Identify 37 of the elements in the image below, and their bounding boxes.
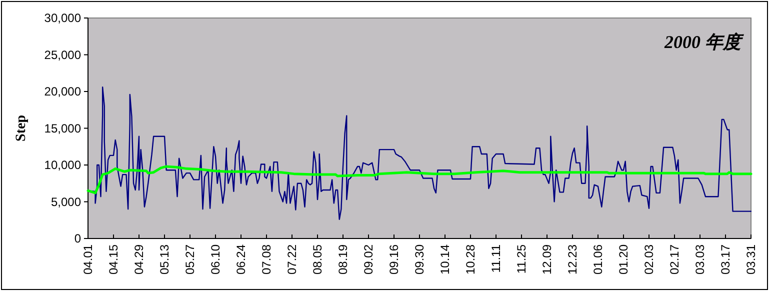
x-tick-label: 10.28: [464, 244, 478, 275]
y-tick-label: 25,000: [44, 48, 82, 62]
x-tick-label: 09.02: [362, 244, 376, 275]
x-tick-label: 04.01: [81, 244, 95, 275]
x-tick-label: 07.22: [285, 244, 299, 275]
y-tick-label: 15,000: [44, 121, 82, 136]
x-tick-label: 09.30: [412, 244, 426, 275]
y-tick-label: 5,000: [50, 194, 82, 209]
x-tick-label: 05.13: [158, 244, 172, 275]
y-tick-label: 0: [74, 232, 82, 246]
y-tick-label: 30,000: [44, 11, 82, 25]
x-tick-label: 02.03: [642, 244, 656, 275]
x-tick-label: 07.08: [260, 244, 274, 275]
y-tick-label: 10,000: [44, 158, 82, 172]
x-tick-label: 01.06: [591, 244, 605, 275]
y-tick-label: 20,000: [44, 84, 82, 98]
x-tick-label: 01.20: [616, 244, 630, 275]
x-tick-label: 03.17: [718, 244, 732, 275]
x-tick-label: 02.17: [668, 244, 682, 275]
x-tick-label: 04.15: [106, 244, 120, 275]
x-tick-label: 03.03: [693, 244, 707, 275]
x-tick-label: 12.09: [540, 244, 554, 275]
x-tick-label: 05.27: [183, 244, 197, 275]
line-series: [86, 165, 752, 194]
x-tick-label: 04.29: [132, 244, 146, 275]
x-tick-label: 11.11: [489, 244, 503, 273]
x-tick-label: 12.23: [566, 244, 580, 275]
y-axis-title: Step: [14, 114, 29, 142]
x-tick-label: 06.10: [208, 244, 222, 275]
x-tick-label: 10.14: [438, 244, 452, 275]
x-tick-label: 08.19: [336, 244, 350, 275]
x-tick-label: 03.31: [744, 244, 758, 275]
x-tick-label: 09.16: [387, 244, 401, 275]
x-tick-label: 06.24: [234, 244, 248, 275]
text: 2000 年度: [664, 32, 744, 52]
x-tick-label: 08.05: [310, 244, 324, 275]
x-tick-label: 11.25: [514, 244, 528, 274]
